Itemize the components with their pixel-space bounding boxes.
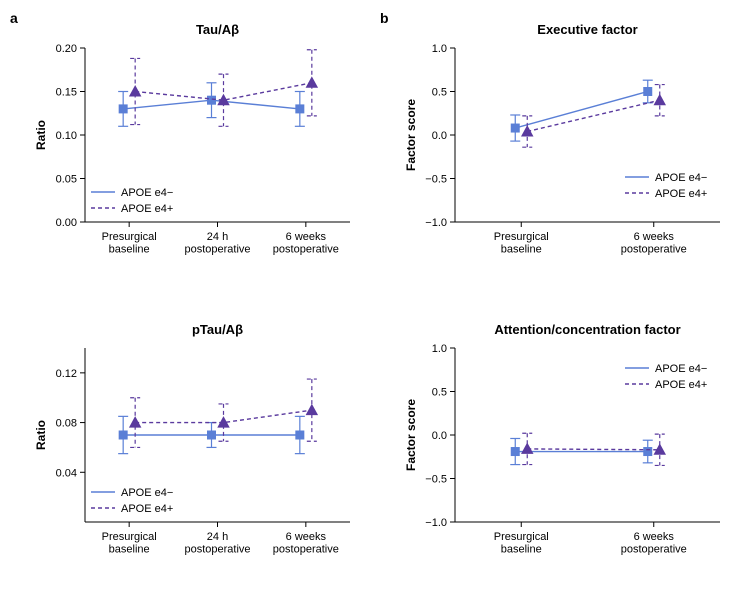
data-point-e4plus [522, 116, 533, 147]
panel-label-a: a [10, 10, 18, 26]
data-point-e4minus [207, 83, 217, 118]
plot-title: Tau/Aβ [196, 22, 239, 37]
legend-label-e4plus: APOE e4+ [121, 203, 173, 215]
panel-label-b: b [380, 10, 389, 26]
data-point-e4minus [207, 423, 217, 448]
plot-title: Attention/concentration factor [494, 322, 680, 337]
y-axis-label: Ratio [34, 120, 48, 150]
svg-text:0.20: 0.20 [56, 43, 77, 55]
marker-triangle [654, 95, 665, 105]
data-point-e4minus [510, 115, 520, 141]
series-line-e4plus [527, 100, 660, 131]
panel-executive: Executive factor −1.0 −0.5 0.0 0.5 1.0 Factor … [400, 20, 730, 270]
svg-text:−0.5: −0.5 [425, 174, 447, 186]
marker-square [296, 431, 304, 439]
svg-text:0.10: 0.10 [56, 130, 77, 142]
x-tick-label: Presurgicalbaseline [102, 231, 157, 256]
plot-title: Executive factor [537, 22, 637, 37]
svg-text:0.05: 0.05 [56, 174, 77, 186]
y-axis-label: Ratio [34, 420, 48, 450]
data-point-e4plus [654, 85, 665, 116]
data-point-e4minus [510, 438, 520, 464]
panel-tau-ab: Tau/Aβ 0.00 0.05 0.10 0.15 0.20 Ratio Presurgic… [30, 20, 360, 270]
marker-square [208, 431, 216, 439]
data-point-e4minus [295, 416, 305, 453]
y-axis-label: Factor score [404, 99, 418, 171]
svg-text:0.04: 0.04 [56, 467, 77, 479]
figure-root: a b Tau/Aβ 0.00 0.05 0.10 0.15 0.20 Ratio Presu… [0, 0, 747, 598]
svg-text:1.0: 1.0 [432, 43, 447, 55]
x-tick-label: Presurgicalbaseline [494, 231, 549, 256]
svg-text:1.0: 1.0 [432, 343, 447, 355]
x-tick-label: Presurgicalbaseline [102, 531, 157, 556]
marker-square [296, 105, 304, 113]
legend: APOE e4− APOE e4+ [625, 172, 707, 200]
legend-label-e4plus: APOE e4+ [655, 379, 707, 391]
panel-ptau-ab: pTau/Aβ 0.04 0.08 0.12 Ratio Presurgicalbasel… [30, 320, 360, 570]
x-tick-label: 24 hpostoperative [184, 531, 250, 556]
data-point-e4minus [643, 80, 653, 103]
legend-label-e4minus: APOE e4− [655, 172, 707, 184]
legend: APOE e4− APOE e4+ [91, 487, 173, 515]
marker-square [511, 448, 519, 456]
marker-square [644, 88, 652, 96]
legend-label-e4plus: APOE e4+ [655, 188, 707, 200]
data-point-e4minus [118, 92, 128, 127]
legend-label-e4minus: APOE e4− [121, 487, 173, 499]
legend: APOE e4− APOE e4+ [91, 187, 173, 215]
svg-text:0.12: 0.12 [56, 368, 77, 380]
svg-text:0.15: 0.15 [56, 87, 77, 99]
marker-triangle [306, 77, 317, 87]
data-point-e4plus [306, 379, 317, 441]
svg-text:0.5: 0.5 [432, 387, 447, 399]
legend: APOE e4− APOE e4+ [625, 363, 707, 391]
x-tick-label: 6 weekspostoperative [621, 531, 687, 556]
marker-triangle [130, 86, 141, 96]
series-line-e4plus [527, 449, 660, 450]
data-point-e4plus [306, 50, 317, 116]
svg-text:−0.5: −0.5 [425, 474, 447, 486]
legend-label-e4minus: APOE e4− [121, 187, 173, 199]
svg-text:0.0: 0.0 [432, 430, 447, 442]
marker-square [208, 96, 216, 104]
marker-square [119, 431, 127, 439]
svg-text:0.00: 0.00 [56, 217, 77, 229]
marker-square [511, 124, 519, 132]
series-line-e4minus [515, 92, 648, 129]
x-tick-label: 6 weekspostoperative [273, 231, 339, 256]
svg-text:0.0: 0.0 [432, 130, 447, 142]
svg-text:−1.0: −1.0 [425, 517, 447, 529]
data-point-e4minus [643, 440, 653, 463]
x-tick-label: Presurgicalbaseline [494, 531, 549, 556]
data-point-e4minus [295, 92, 305, 127]
data-point-e4minus [118, 416, 128, 453]
svg-text:−1.0: −1.0 [425, 217, 447, 229]
panel-attention: Attention/concentration factor −1.0 −0.5 0.… [400, 320, 730, 570]
marker-square [644, 448, 652, 456]
legend-label-e4plus: APOE e4+ [121, 503, 173, 515]
svg-text:0.08: 0.08 [56, 418, 77, 430]
legend-label-e4minus: APOE e4− [655, 363, 707, 375]
marker-triangle [306, 405, 317, 415]
x-tick-label: 24 hpostoperative [184, 231, 250, 256]
x-tick-label: 6 weekspostoperative [273, 531, 339, 556]
y-axis-label: Factor score [404, 399, 418, 471]
marker-square [119, 105, 127, 113]
x-tick-label: 6 weekspostoperative [621, 231, 687, 256]
svg-text:0.5: 0.5 [432, 87, 447, 99]
plot-title: pTau/Aβ [192, 322, 243, 337]
